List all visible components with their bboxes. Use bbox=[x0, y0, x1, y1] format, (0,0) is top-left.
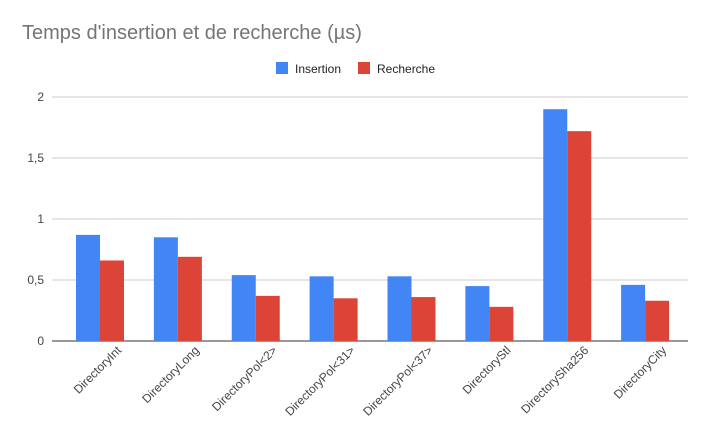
bar-insertion bbox=[465, 286, 490, 341]
bar-insertion bbox=[76, 234, 100, 341]
legend-swatch bbox=[358, 62, 370, 74]
y-tick-label: 1,5 bbox=[27, 151, 44, 165]
y-tick-label: 0,5 bbox=[27, 273, 44, 287]
bar-recherche bbox=[177, 256, 202, 341]
bar-insertion bbox=[309, 276, 334, 341]
bar-recherche bbox=[567, 131, 592, 341]
x-tick-label: DirectoryInt bbox=[71, 343, 125, 397]
bar-recherche bbox=[489, 306, 514, 341]
legend-label: Insertion bbox=[295, 62, 341, 76]
y-tick-label: 2 bbox=[37, 90, 44, 104]
x-tick-label: DirectoryStl bbox=[460, 343, 514, 397]
y-tick-label: 1 bbox=[37, 212, 44, 226]
y-tick-label: 0 bbox=[37, 334, 44, 348]
bar-recherche bbox=[411, 297, 436, 341]
x-tick-label: DirectoryCity bbox=[611, 343, 669, 401]
chart-title: Temps d'insertion et de recherche (µs) bbox=[22, 22, 362, 44]
bar-insertion bbox=[231, 275, 256, 341]
legend-swatch bbox=[276, 62, 288, 74]
bar-insertion bbox=[153, 237, 178, 341]
x-tick-label: DirectorySha256 bbox=[518, 343, 591, 416]
bar-recherche bbox=[255, 295, 280, 341]
x-tick-label: DirectoryPol<2> bbox=[209, 343, 280, 414]
bar-insertion bbox=[387, 276, 412, 341]
x-tick-label: DirectoryLong bbox=[139, 343, 202, 406]
bar-insertion bbox=[621, 284, 646, 341]
bar-recherche bbox=[333, 298, 358, 341]
legend-label: Recherche bbox=[377, 62, 435, 76]
x-tick-label: DirectoryPol<37> bbox=[360, 343, 435, 418]
bar-recherche bbox=[100, 260, 124, 341]
x-tick-label: DirectoryPol<31> bbox=[282, 343, 357, 418]
bar-insertion bbox=[543, 109, 568, 341]
bar-recherche bbox=[645, 300, 670, 341]
